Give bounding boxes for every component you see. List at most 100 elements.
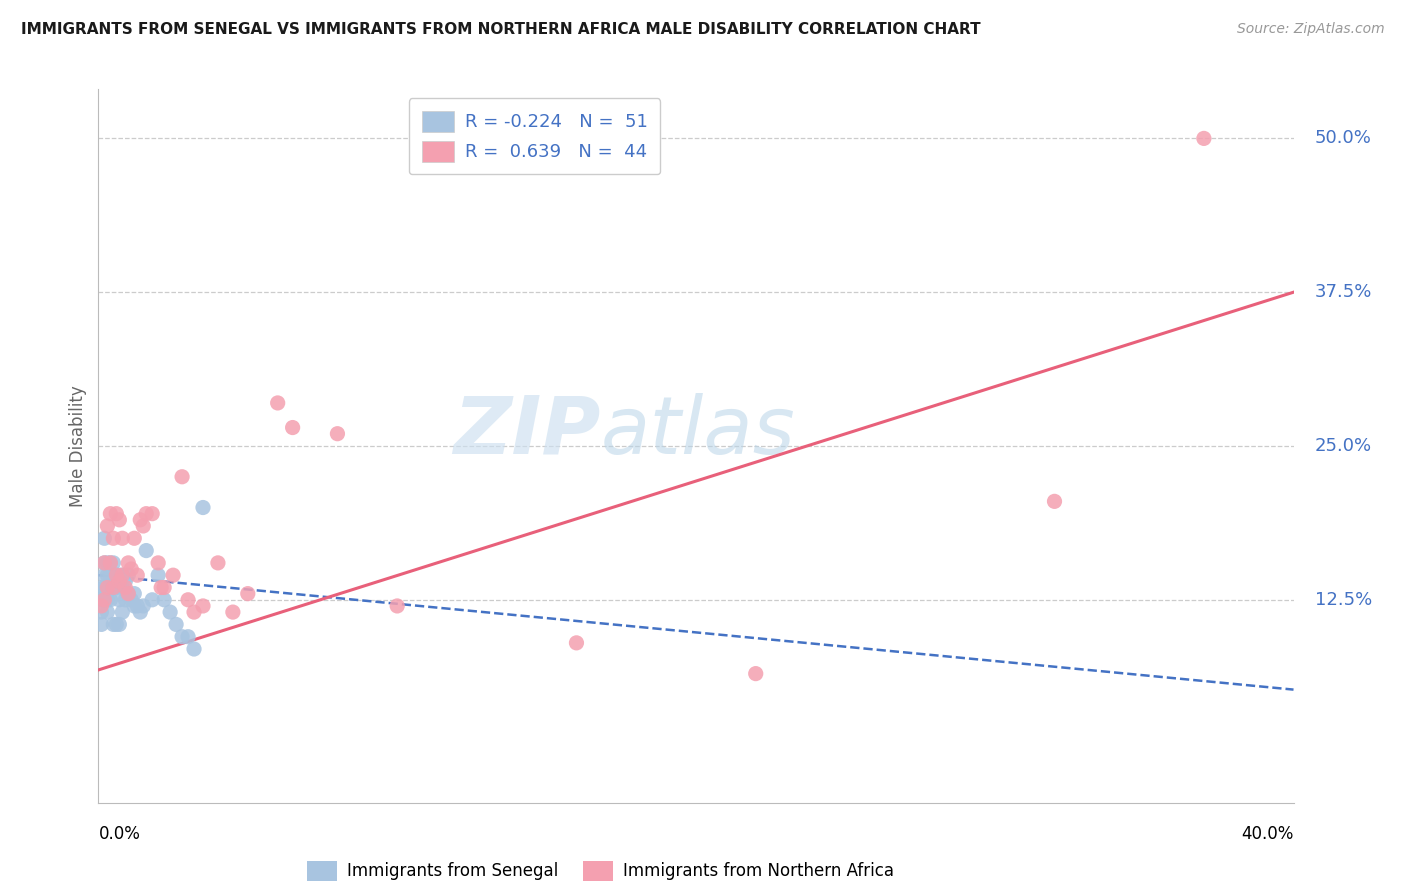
- Text: IMMIGRANTS FROM SENEGAL VS IMMIGRANTS FROM NORTHERN AFRICA MALE DISABILITY CORRE: IMMIGRANTS FROM SENEGAL VS IMMIGRANTS FR…: [21, 22, 981, 37]
- Text: 25.0%: 25.0%: [1315, 437, 1372, 455]
- Point: [98, 556, 122, 570]
- Point: [124, 587, 146, 601]
- Point: [183, 642, 205, 657]
- Text: 40.0%: 40.0%: [1241, 825, 1294, 843]
- Point: [103, 568, 125, 582]
- Point: [117, 587, 139, 601]
- Point: [281, 420, 304, 434]
- Point: [111, 531, 134, 545]
- Point: [1192, 131, 1215, 145]
- Point: [111, 605, 134, 619]
- Text: 50.0%: 50.0%: [1315, 129, 1371, 147]
- Point: [111, 581, 134, 595]
- Point: [105, 568, 128, 582]
- Point: [111, 568, 134, 582]
- Point: [111, 568, 134, 582]
- Point: [108, 568, 131, 582]
- Point: [1043, 494, 1066, 508]
- Point: [103, 617, 125, 632]
- Point: [117, 568, 139, 582]
- Text: 37.5%: 37.5%: [1315, 283, 1372, 301]
- Point: [129, 513, 152, 527]
- Point: [132, 519, 155, 533]
- Point: [236, 587, 259, 601]
- Point: [177, 592, 200, 607]
- Point: [96, 581, 118, 595]
- Point: [165, 617, 187, 632]
- Point: [117, 587, 139, 601]
- Point: [93, 531, 115, 545]
- Point: [222, 605, 245, 619]
- Point: [90, 581, 112, 595]
- Point: [103, 531, 125, 545]
- Point: [267, 396, 290, 410]
- Point: [172, 469, 194, 483]
- Point: [90, 617, 112, 632]
- Point: [150, 581, 173, 595]
- Point: [148, 556, 170, 570]
- Point: [105, 507, 128, 521]
- Point: [98, 507, 122, 521]
- Point: [98, 556, 122, 570]
- Text: atlas: atlas: [600, 392, 796, 471]
- Point: [141, 507, 163, 521]
- Legend: Immigrants from Senegal, Immigrants from Northern Africa: Immigrants from Senegal, Immigrants from…: [299, 855, 901, 888]
- Point: [103, 556, 125, 570]
- Point: [108, 513, 131, 527]
- Point: [108, 574, 131, 589]
- Point: [105, 617, 128, 632]
- Point: [326, 426, 349, 441]
- Point: [120, 562, 142, 576]
- Text: Source: ZipAtlas.com: Source: ZipAtlas.com: [1237, 22, 1385, 37]
- Y-axis label: Male Disability: Male Disability: [69, 385, 87, 507]
- Point: [96, 605, 118, 619]
- Point: [93, 592, 115, 607]
- Point: [124, 531, 146, 545]
- Point: [98, 568, 122, 582]
- Text: 0.0%: 0.0%: [98, 825, 141, 843]
- Text: 12.5%: 12.5%: [1315, 591, 1372, 609]
- Point: [127, 568, 149, 582]
- Point: [93, 592, 115, 607]
- Point: [191, 599, 214, 613]
- Point: [153, 581, 176, 595]
- Text: ZIP: ZIP: [453, 392, 600, 471]
- Point: [96, 592, 118, 607]
- Point: [96, 556, 118, 570]
- Point: [105, 581, 128, 595]
- Point: [90, 605, 112, 619]
- Point: [153, 592, 176, 607]
- Point: [90, 592, 112, 607]
- Point: [191, 500, 214, 515]
- Point: [745, 666, 768, 681]
- Point: [103, 581, 125, 595]
- Point: [114, 574, 136, 589]
- Point: [114, 581, 136, 595]
- Point: [124, 599, 146, 613]
- Point: [159, 605, 181, 619]
- Point: [93, 556, 115, 570]
- Point: [207, 556, 229, 570]
- Point: [96, 519, 118, 533]
- Point: [141, 592, 163, 607]
- Point: [135, 543, 157, 558]
- Point: [177, 630, 200, 644]
- Point: [129, 605, 152, 619]
- Point: [385, 599, 409, 613]
- Point: [103, 581, 125, 595]
- Point: [565, 636, 588, 650]
- Point: [120, 592, 142, 607]
- Point: [108, 592, 131, 607]
- Point: [105, 568, 128, 582]
- Point: [108, 617, 131, 632]
- Point: [172, 630, 194, 644]
- Point: [93, 556, 115, 570]
- Point: [93, 581, 115, 595]
- Point: [135, 507, 157, 521]
- Point: [96, 581, 118, 595]
- Point: [98, 592, 122, 607]
- Point: [93, 568, 115, 582]
- Point: [117, 556, 139, 570]
- Point: [162, 568, 184, 582]
- Point: [132, 599, 155, 613]
